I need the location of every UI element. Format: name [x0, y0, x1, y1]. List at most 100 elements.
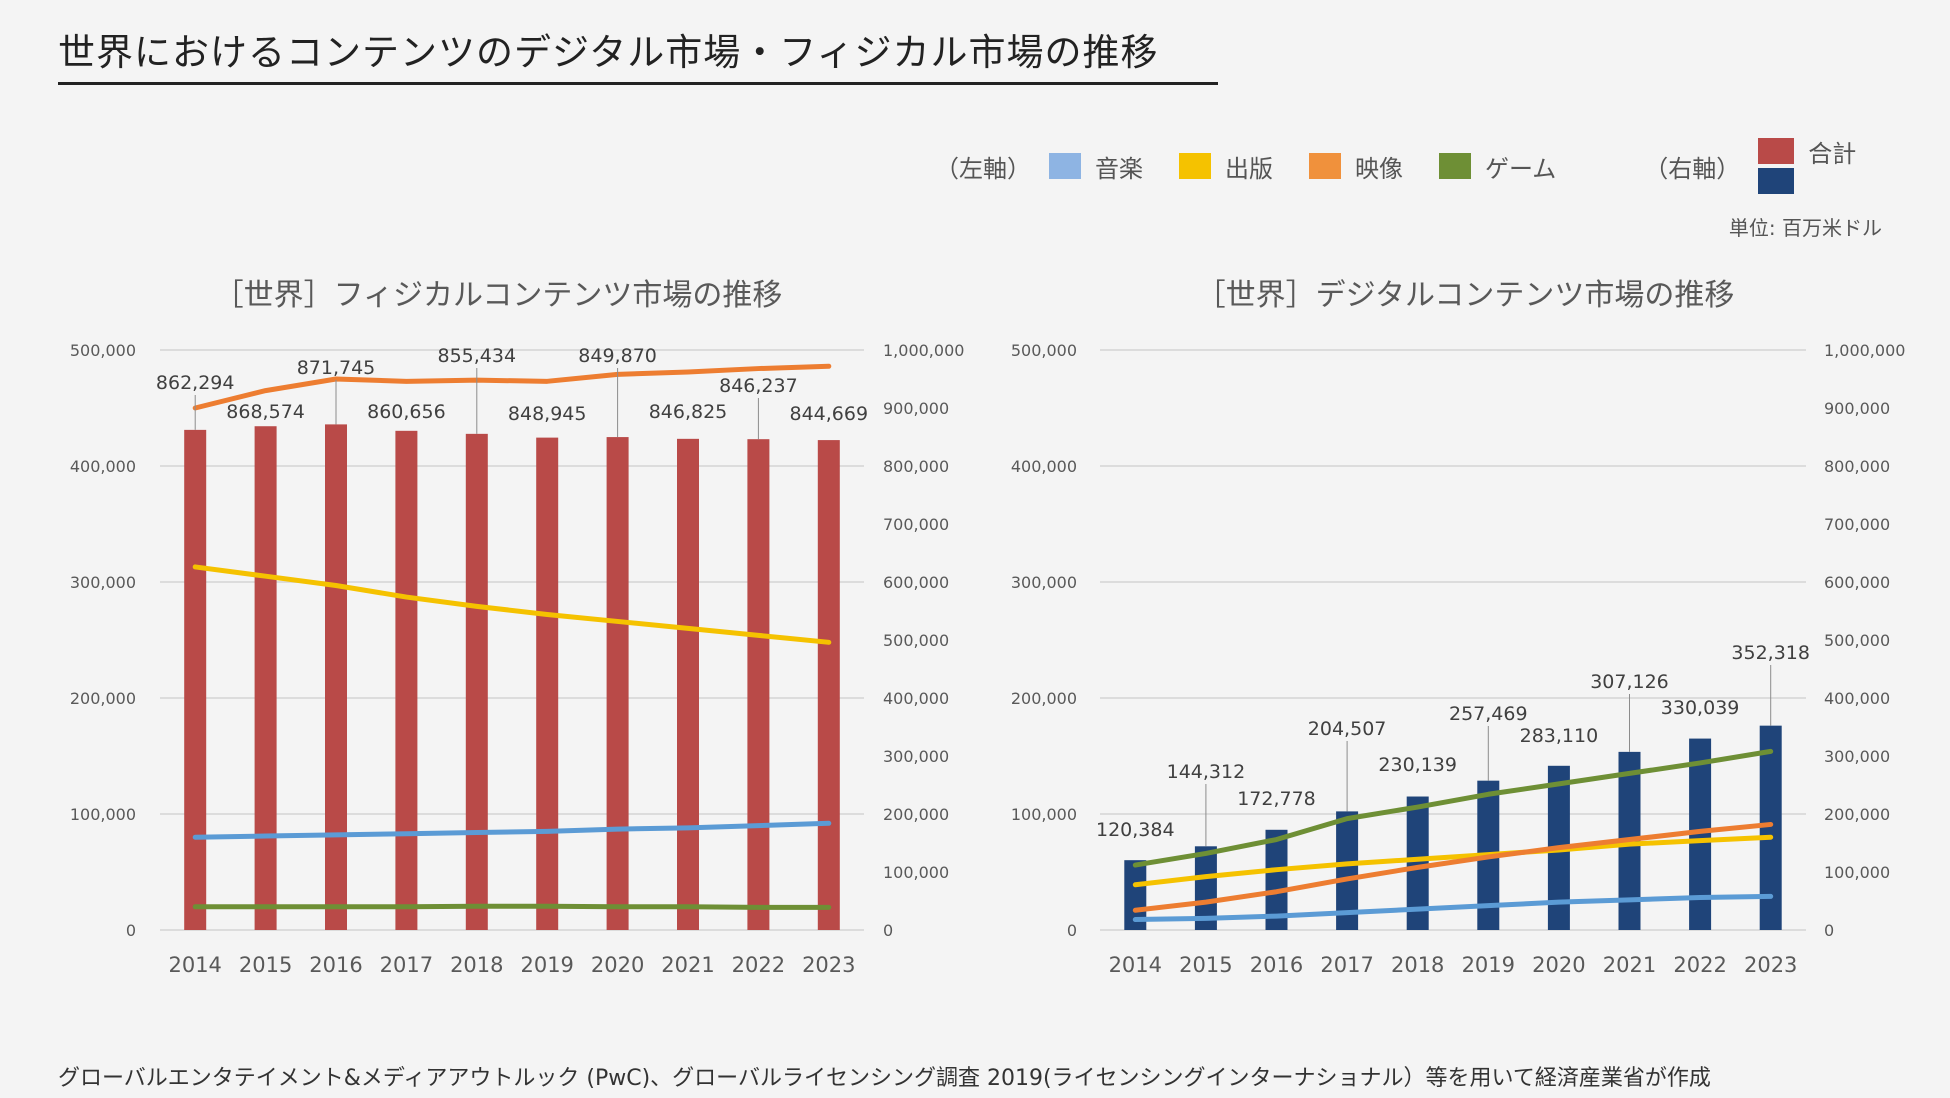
x-axis-tick-label: 2014	[1109, 953, 1162, 977]
bar-total-2018	[465, 433, 488, 930]
data-label-total: 844,669	[790, 403, 869, 425]
line-series-出版	[192, 564, 832, 645]
right-axis-tick-label: 800,000	[1824, 457, 1890, 476]
x-axis-tick-label: 2015	[1179, 953, 1232, 977]
legend-label-music: 音楽	[1095, 154, 1143, 183]
data-label-total: 230,139	[1378, 754, 1457, 776]
x-axis-tick-label: 2023	[1744, 953, 1797, 977]
unit-label: 単位: 百万米ドル	[1728, 216, 1882, 240]
legend-swatch-total	[1758, 138, 1795, 194]
data-label-total: 860,656	[367, 401, 446, 423]
chart-title: ［世界］フィジカルコンテンツ市場の推移	[214, 278, 783, 313]
bar-total-2023	[1759, 725, 1782, 930]
data-label-total: 848,945	[508, 403, 587, 425]
right-axis-tick-label: 500,000	[883, 631, 949, 650]
x-axis-tick-label: 2018	[450, 953, 503, 977]
data-label-total: 352,318	[1731, 642, 1810, 664]
legend-label-game: ゲーム	[1485, 154, 1557, 183]
left-axis-tick-label: 400,000	[1011, 457, 1077, 476]
legend-swatch-video	[1309, 153, 1341, 179]
line-series-音楽	[1132, 893, 1774, 923]
right-axis-tick-label: 900,000	[1824, 399, 1890, 418]
x-axis-tick-label: 2018	[1391, 953, 1444, 977]
data-label-total: 846,825	[649, 401, 728, 423]
right-axis-tick-label: 500,000	[1824, 631, 1890, 650]
legend-left-axis-label: （左軸）	[935, 154, 1031, 183]
left-axis-tick-label: 300,000	[70, 573, 136, 592]
data-label-total: 144,312	[1167, 761, 1246, 783]
x-axis-tick-label: 2019	[1462, 953, 1515, 977]
right-axis-tick-label: 700,000	[883, 515, 949, 534]
data-label-total: 862,294	[156, 372, 235, 394]
left-axis-tick-label: 300,000	[1011, 573, 1077, 592]
chart-legend: （左軸） 音楽 出版 映像 ゲーム （右軸） 合計	[935, 138, 1856, 194]
left-axis-tick-label: 0	[1067, 921, 1077, 940]
right-axis-tick-label: 900,000	[883, 399, 949, 418]
x-axis-tick-label: 2017	[1320, 953, 1373, 977]
legend-label-publishing: 出版	[1225, 154, 1273, 183]
data-label-total: 257,469	[1449, 703, 1528, 725]
bar-total-2014	[184, 429, 207, 930]
left-axis-tick-label: 100,000	[1011, 805, 1077, 824]
line-series-映像	[192, 363, 832, 411]
left-axis-tick-label: 400,000	[70, 457, 136, 476]
data-label-total: 172,778	[1237, 788, 1316, 810]
right-axis-tick-label: 400,000	[1824, 689, 1890, 708]
data-label-total: 330,039	[1661, 697, 1740, 719]
right-axis-tick-label: 600,000	[1824, 573, 1890, 592]
data-label-total: 120,384	[1096, 819, 1175, 841]
x-axis-tick-label: 2022	[1673, 953, 1726, 977]
right-axis-tick-label: 100,000	[1824, 863, 1890, 882]
x-axis-tick-label: 2017	[380, 953, 433, 977]
data-label-total: 204,507	[1308, 718, 1387, 740]
line-series-出版	[1132, 834, 1774, 888]
bar-total-2019	[536, 437, 559, 930]
data-label-total: 849,870	[578, 345, 657, 367]
left-axis-tick-label: 500,000	[1011, 341, 1077, 360]
legend-swatch-publishing	[1179, 153, 1211, 179]
x-axis-tick-label: 2014	[168, 953, 221, 977]
left-axis-tick-label: 500,000	[70, 341, 136, 360]
line-series-ゲーム	[192, 903, 832, 910]
legend-swatch-game	[1439, 153, 1471, 179]
data-label-total: 846,237	[719, 375, 798, 397]
x-axis-tick-label: 2021	[1603, 953, 1656, 977]
legend-right-axis-label: （右軸）	[1644, 154, 1741, 183]
data-label-total: 871,745	[297, 357, 376, 379]
x-axis-tick-label: 2022	[732, 953, 785, 977]
bar-total-2017	[1336, 811, 1359, 930]
bar-total-2015	[1194, 846, 1217, 930]
data-label-total: 855,434	[438, 345, 517, 367]
right-axis-tick-label: 0	[883, 921, 893, 940]
bar-total-2020	[606, 437, 629, 930]
legend-label-total: 合計	[1808, 139, 1857, 168]
bar-total-2021	[677, 438, 699, 930]
left-axis-tick-label: 200,000	[1011, 689, 1077, 708]
bar-total-2016	[325, 424, 347, 930]
data-label-total: 307,126	[1590, 671, 1669, 693]
x-axis-tick-label: 2015	[239, 953, 292, 977]
right-axis-tick-label: 1,000,000	[883, 341, 964, 360]
line-series-音楽	[192, 820, 832, 840]
x-axis-tick-label: 2020	[1532, 953, 1585, 977]
right-axis-tick-label: 400,000	[883, 689, 949, 708]
right-axis-tick-label: 200,000	[1824, 805, 1890, 824]
legend-label-video: 映像	[1355, 154, 1403, 183]
right-axis-tick-label: 300,000	[1824, 747, 1890, 766]
right-axis-tick-label: 200,000	[883, 805, 949, 824]
bar-total-2022	[1689, 738, 1712, 930]
left-axis-tick-label: 200,000	[70, 689, 136, 708]
x-axis-tick-label: 2016	[309, 953, 362, 977]
bar-total-2017	[395, 430, 418, 930]
x-axis-tick-label: 2023	[802, 953, 855, 977]
left-axis-tick-label: 0	[126, 921, 136, 940]
legend-swatch-music	[1049, 153, 1081, 179]
x-axis-tick-label: 2021	[661, 953, 714, 977]
x-axis-tick-label: 2019	[520, 953, 573, 977]
source-footnote: グローバルエンタテイメント&メディアアウトルック (PwC)、グローバルライセン…	[58, 1066, 1711, 1091]
bar-total-2014	[1124, 860, 1147, 930]
chart-title: ［世界］デジタルコンテンツ市場の推移	[1196, 278, 1735, 313]
bar-total-2016	[1265, 829, 1288, 930]
right-axis-tick-label: 600,000	[883, 573, 949, 592]
